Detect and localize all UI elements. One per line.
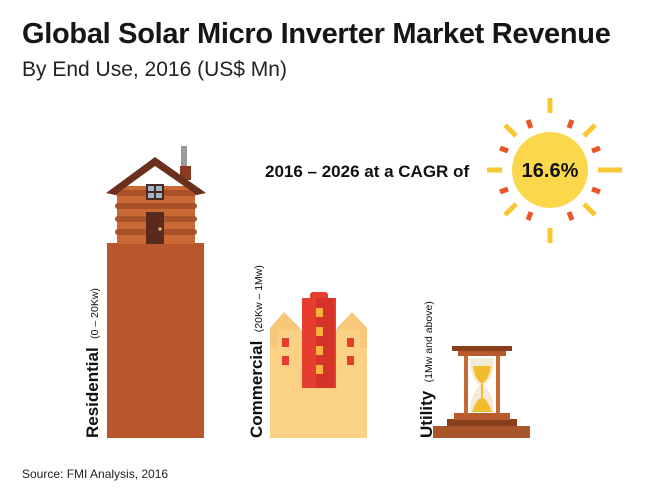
chart-subtitle: By End Use, 2016 (US$ Mn) (22, 58, 287, 81)
building-icon (270, 292, 367, 388)
category-label-residential-name: Residential (83, 347, 102, 438)
category-label-utility: Utility (1Mw and above) (417, 301, 436, 438)
category-label-residential: Residential (0 – 20Kw) (83, 288, 102, 438)
category-label-commercial-name: Commercial (247, 341, 266, 438)
chart-title: Global Solar Micro Inverter Market Reven… (22, 18, 611, 50)
category-label-commercial: Commercial (20Kw – 1Mw) (247, 265, 266, 438)
cagr-label: 2016 – 2026 at a CAGR of (265, 162, 469, 181)
bar-utility (433, 426, 530, 438)
category-label-utility-name: Utility (417, 390, 436, 438)
hourglass-icon (447, 346, 517, 426)
house-icon (106, 146, 206, 244)
sun-icon (487, 98, 622, 243)
bar-residential (107, 243, 204, 438)
category-label-utility-range: (1Mw and above) (423, 301, 435, 382)
category-label-commercial-range: (20Kw – 1Mw) (253, 265, 265, 332)
cagr-value: 16.6% (522, 160, 579, 182)
category-label-residential-range: (0 – 20Kw) (89, 288, 101, 339)
source-note: Source: FMI Analysis, 2016 (22, 467, 169, 481)
